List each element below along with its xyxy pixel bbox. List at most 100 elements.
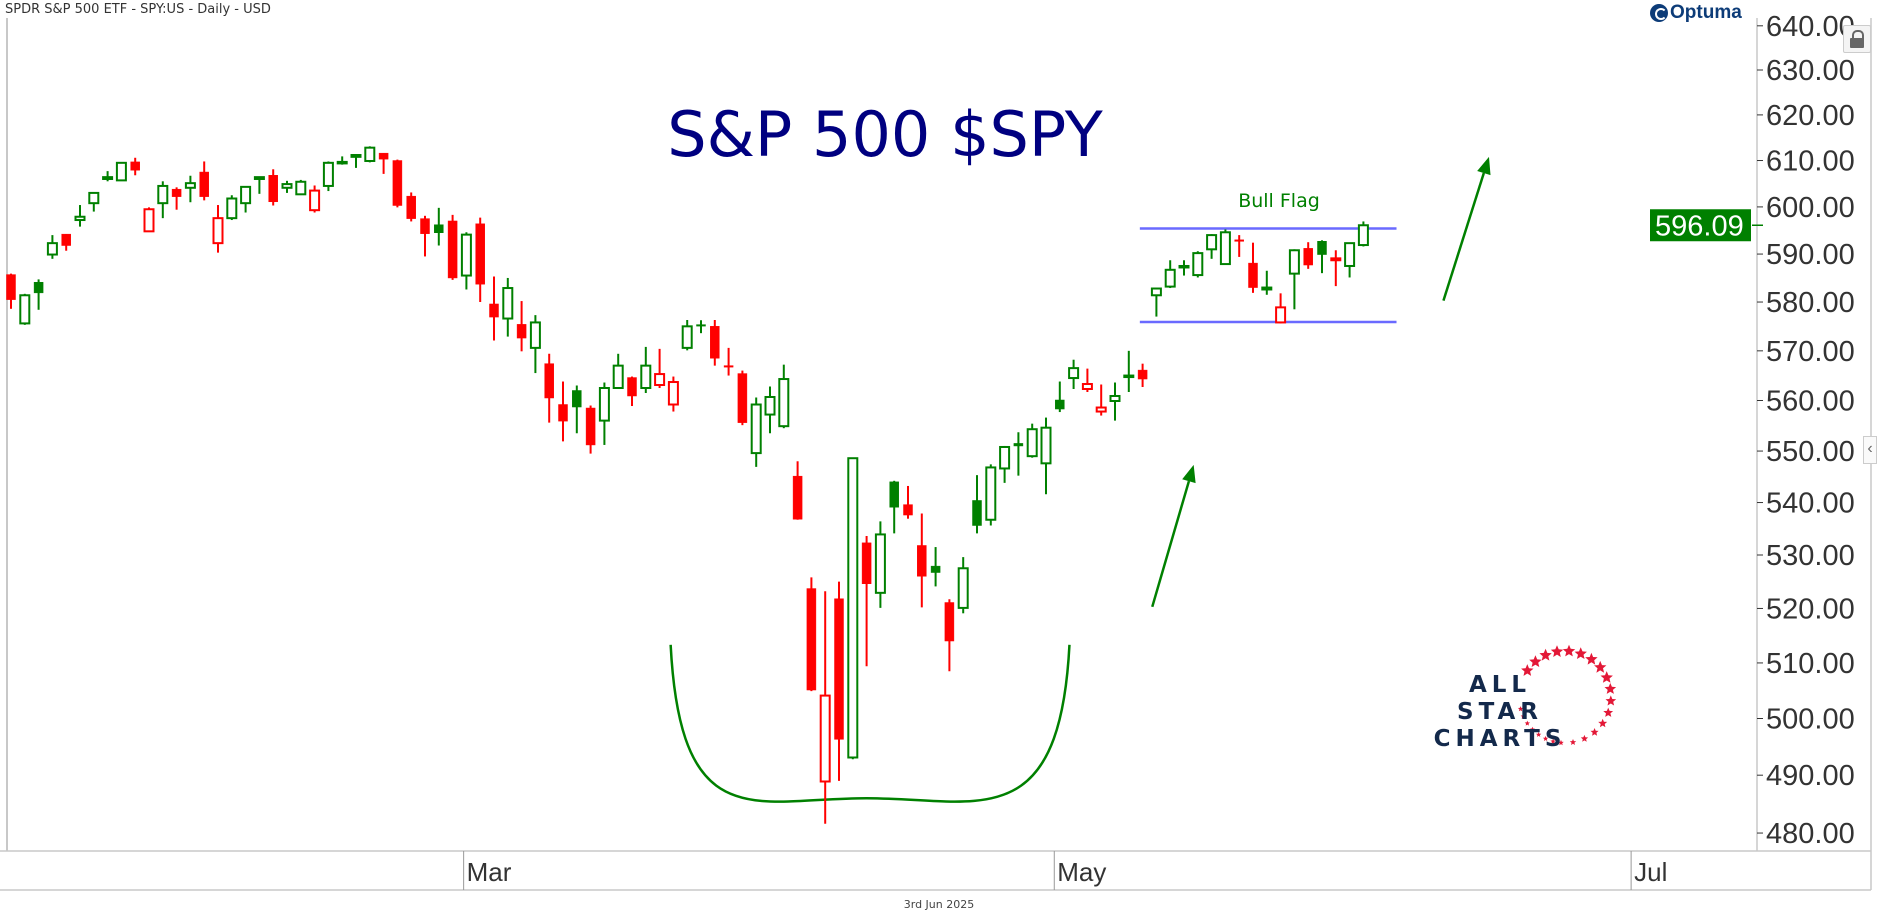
candle-body [612,364,624,390]
candle [489,276,499,341]
candle [268,169,278,206]
candle-body [1303,248,1313,266]
candle [1013,432,1024,476]
candle-body [502,287,514,320]
candle [6,273,16,309]
candle-body [834,598,844,740]
candle-body [1234,239,1244,242]
candles [6,146,1369,824]
star-icon [1558,739,1564,746]
candle [502,277,514,337]
candle [529,315,541,374]
candle [1150,287,1162,317]
candle [834,581,844,781]
candle-body [985,466,997,521]
candle [199,161,209,201]
candle-body [819,694,831,783]
star-icon [1598,718,1608,728]
candle-body [281,183,293,189]
y-tick-label: 480.00 [1766,818,1855,850]
star-icon [1550,738,1556,744]
candle [212,205,224,253]
candle-body [1081,383,1093,390]
candle-body [184,182,196,189]
candle-body [240,185,252,205]
arrow-head-icon [1182,464,1196,484]
star-icon [1580,734,1589,742]
candle-body [406,195,416,219]
y-tick-label: 530.00 [1766,540,1855,572]
candle-body [115,161,127,182]
star-icon [1529,726,1536,732]
y-tick-label: 500.00 [1766,703,1855,735]
candle [1234,235,1244,257]
candle [281,180,293,193]
candle [1344,242,1356,278]
candle-body [696,324,706,327]
candle [61,233,71,251]
candle-body [999,445,1011,470]
candle [74,205,86,227]
x-tick-label: Mar [467,857,512,887]
bull-flag-label: Bull Flag [1238,190,1320,212]
candle [447,214,458,280]
price-axis[interactable]: 640.00 630.00 620.00 610.00 600.00 590.00 580.… [1757,11,1855,850]
candle-body [1068,367,1080,380]
candle-body [102,176,114,180]
y-tick-label: 540.00 [1766,488,1855,520]
date-axis[interactable]: Mar May Jul [463,851,1668,890]
candle [806,577,817,692]
candle-body [654,373,666,387]
candle [406,192,416,222]
candle-body [737,373,748,423]
candle-body [19,294,31,325]
candle [985,464,997,526]
candle [1081,368,1093,392]
candle [944,599,955,672]
candle [1357,221,1369,247]
chevron-left-icon[interactable]: ‹ [1863,436,1877,464]
candle [1206,234,1218,259]
candle [130,157,140,176]
candle [226,195,238,221]
candle-body [667,381,679,406]
logo-line-2: CHARTS [1433,726,1567,752]
last-price-badge [1650,209,1751,242]
optuma-logo-text: Optuma [1670,2,1742,23]
candle-body [1206,234,1218,251]
candle-body [957,567,969,609]
candle-body [74,215,86,222]
candle [792,461,803,520]
candle [1275,293,1287,324]
candle-body [1248,262,1258,288]
candle-body [88,191,100,205]
star-icon [1539,648,1552,661]
star-icon [1605,695,1617,706]
star-icon [1594,660,1607,673]
candle [420,215,430,257]
candle-body [1275,306,1287,324]
candle-body [917,545,927,577]
candle [434,207,444,246]
y-tick-label: 570.00 [1766,336,1855,368]
candle-body [544,363,554,399]
trend-arrow-line [1442,172,1486,301]
candle-body [171,188,182,197]
candle [1317,240,1327,274]
lock-icon[interactable] [1843,25,1871,53]
candle-body [33,282,44,294]
candle [930,547,941,587]
candle-body [336,160,348,165]
candle [917,513,927,608]
candle-body [1288,249,1300,275]
candle [378,152,389,174]
candle [710,319,720,366]
rounded-bottom-arc [669,644,1071,803]
candle-body [350,154,362,158]
candle-body [792,475,803,520]
candle [819,591,831,824]
y-tick-label: 630.00 [1766,55,1855,87]
candle [572,385,582,434]
